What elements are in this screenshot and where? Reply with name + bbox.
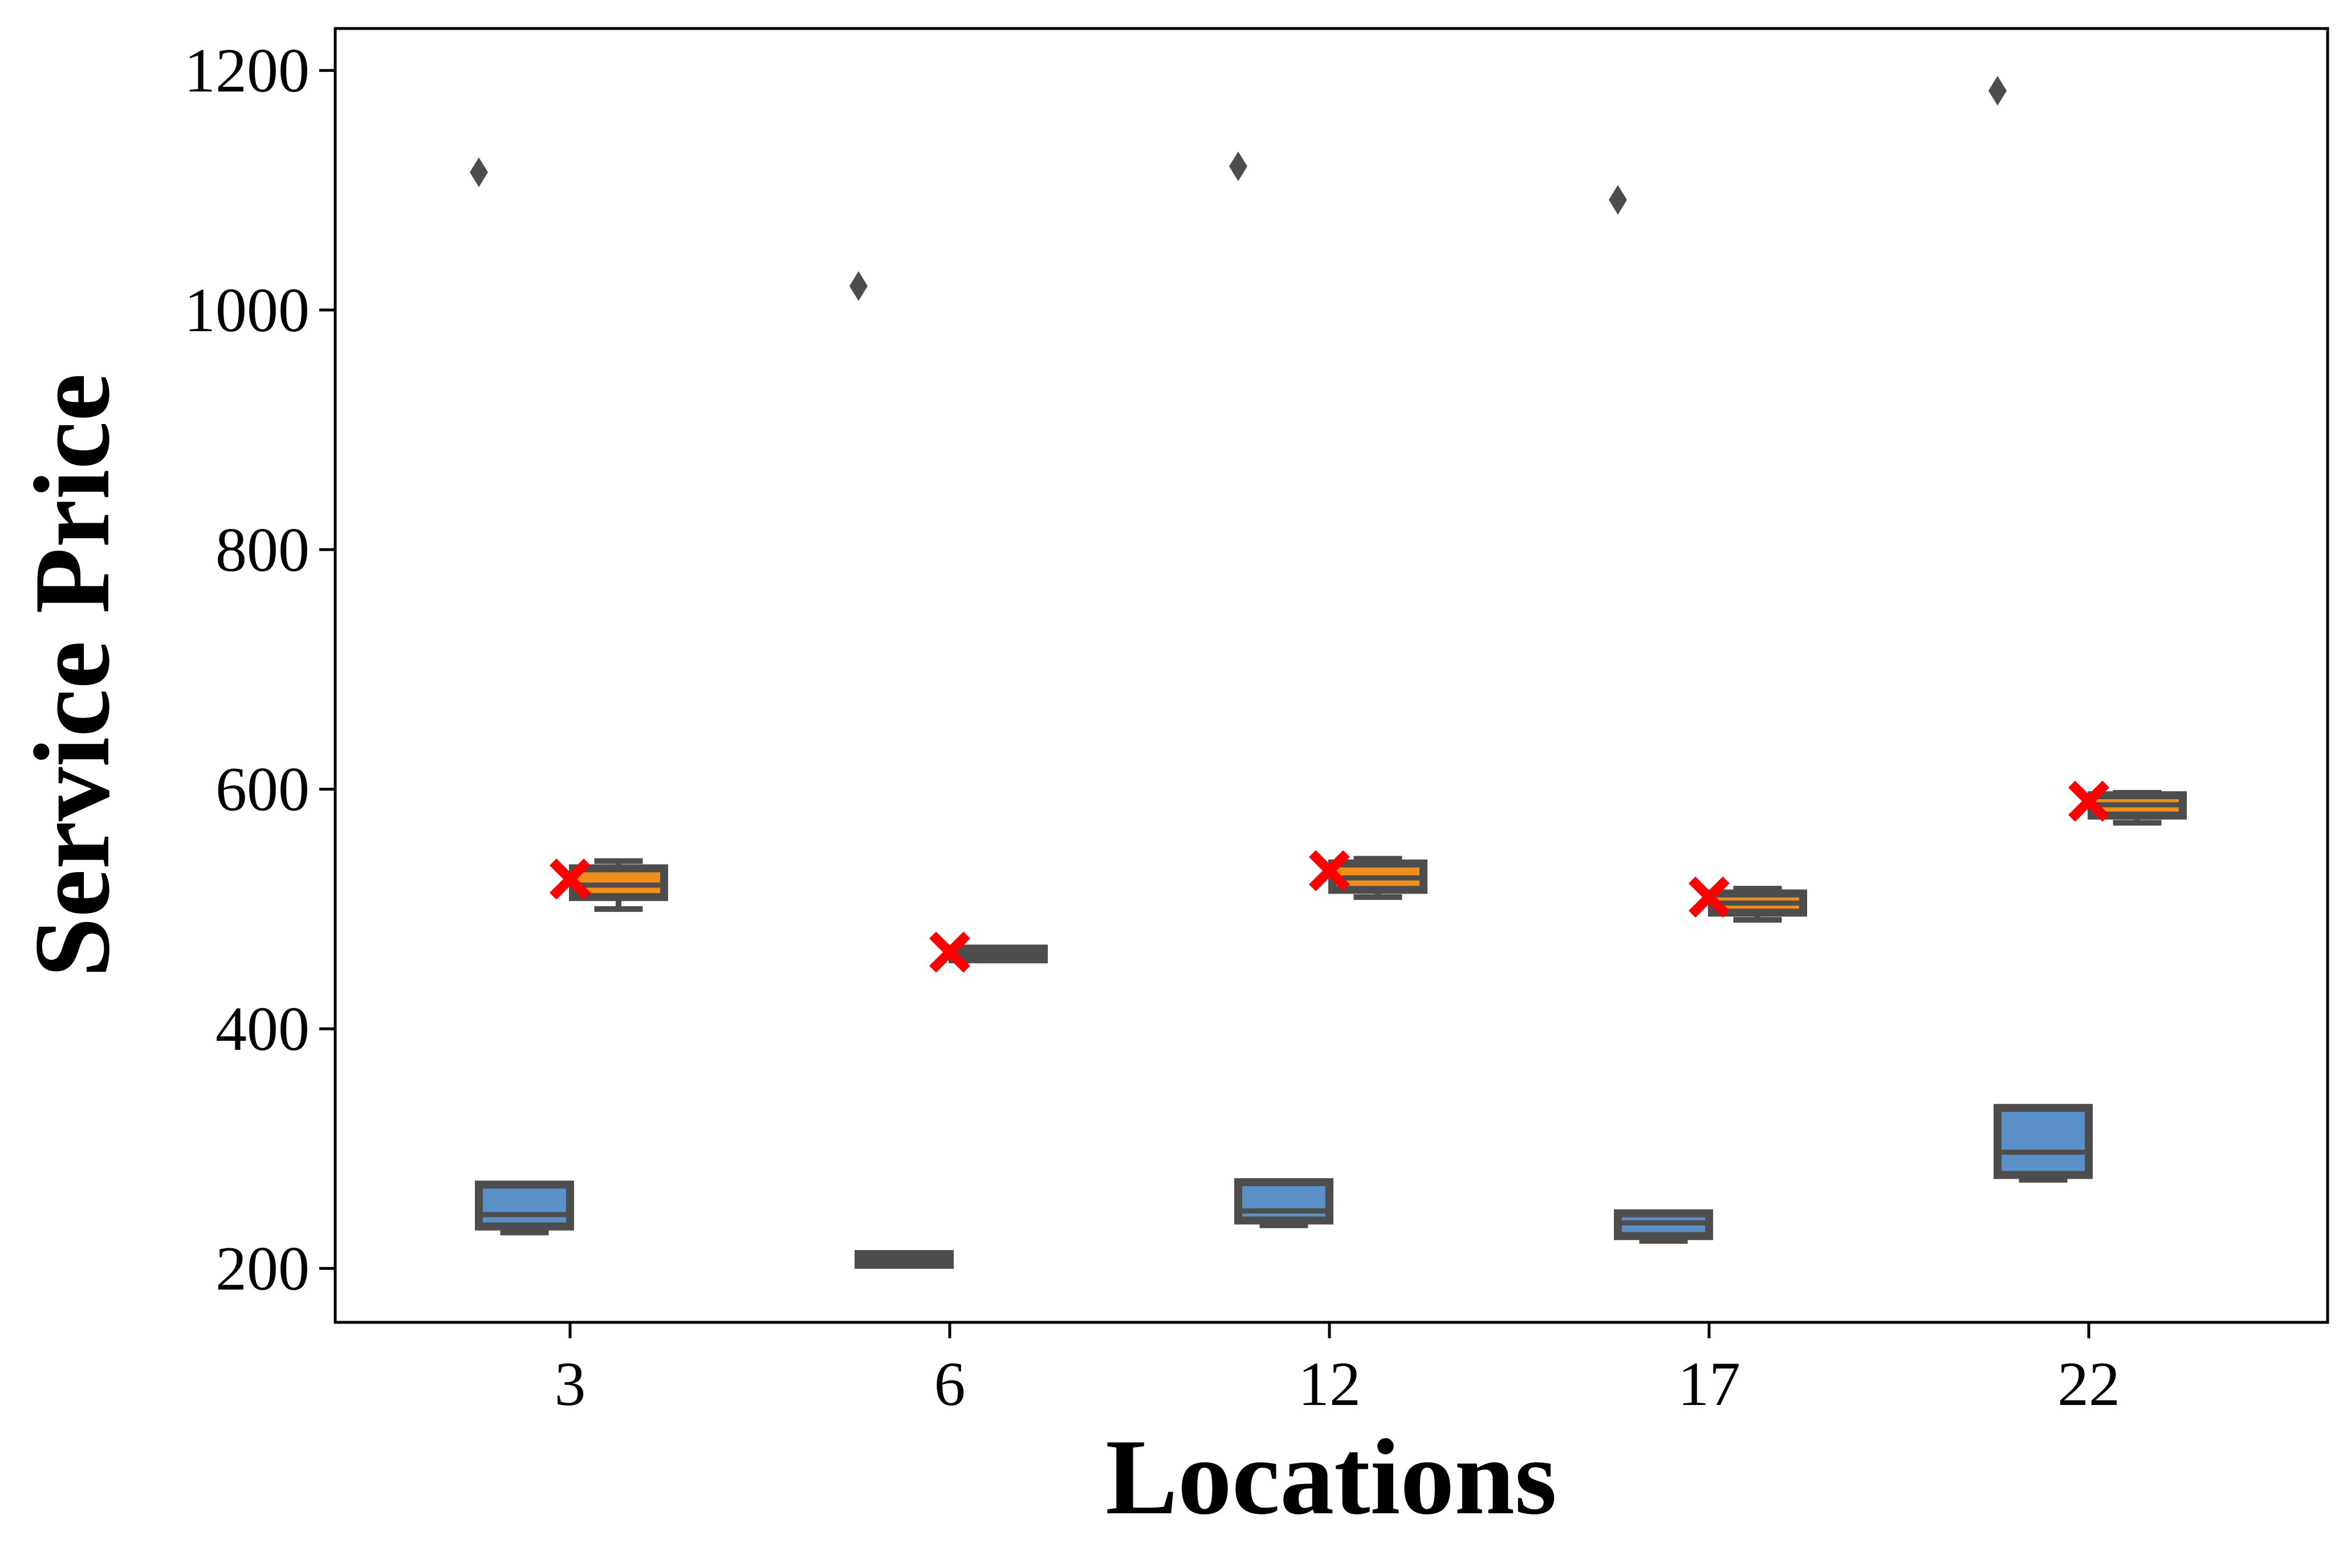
box-iqr bbox=[1234, 1178, 1333, 1225]
outlier-marker bbox=[1229, 151, 1247, 181]
box-series-1-loc-17 bbox=[1609, 185, 1713, 1244]
outlier-marker bbox=[470, 157, 488, 188]
x-axis: 3 6 12 17 22 bbox=[555, 1322, 2120, 1419]
box-series-2-loc-17 bbox=[1708, 886, 1807, 923]
y-tick-label: 800 bbox=[215, 515, 310, 584]
red-x-marker bbox=[1688, 876, 1730, 918]
box-series-1-loc-22 bbox=[1988, 76, 2093, 1183]
x-axis-title: Locations bbox=[1105, 1418, 1557, 1537]
box-iqr bbox=[475, 1180, 574, 1231]
y-axis: 200 400 600 800 1000 1200 bbox=[184, 36, 335, 1303]
box-series-2-loc-12 bbox=[1328, 856, 1427, 900]
box-iqr bbox=[1994, 1103, 2093, 1179]
plot-area-frame bbox=[333, 27, 2329, 1324]
x-tick-label: 22 bbox=[2057, 1349, 2120, 1419]
red-x-marker bbox=[549, 858, 591, 900]
outlier-marker bbox=[1609, 185, 1627, 215]
box-series-1-loc-3 bbox=[470, 157, 574, 1236]
x-tick-label: 3 bbox=[555, 1349, 586, 1419]
x-tick-label: 17 bbox=[1678, 1349, 1740, 1419]
outlier-marker bbox=[849, 271, 868, 301]
red-x-marker bbox=[2068, 780, 2110, 822]
red-x-marker bbox=[929, 931, 971, 973]
y-axis-title: Service Price bbox=[13, 373, 132, 978]
plot-marks bbox=[470, 76, 2187, 1269]
y-tick-label: 1200 bbox=[184, 36, 310, 105]
outlier-marker bbox=[1988, 76, 2007, 106]
box-series-2-loc-3 bbox=[569, 858, 668, 912]
box-series-1-loc-6 bbox=[849, 271, 954, 1269]
box-series-2-loc-6 bbox=[949, 944, 1048, 964]
box-series-1-loc-12 bbox=[1229, 151, 1333, 1228]
x-tick-label: 12 bbox=[1298, 1349, 1361, 1419]
y-tick-label: 600 bbox=[215, 755, 310, 824]
y-tick-label: 200 bbox=[215, 1233, 310, 1303]
x-tick-label: 6 bbox=[934, 1349, 966, 1419]
red-x-marker bbox=[1308, 850, 1351, 891]
y-tick-label: 1000 bbox=[184, 275, 310, 345]
y-tick-label: 400 bbox=[215, 994, 310, 1064]
